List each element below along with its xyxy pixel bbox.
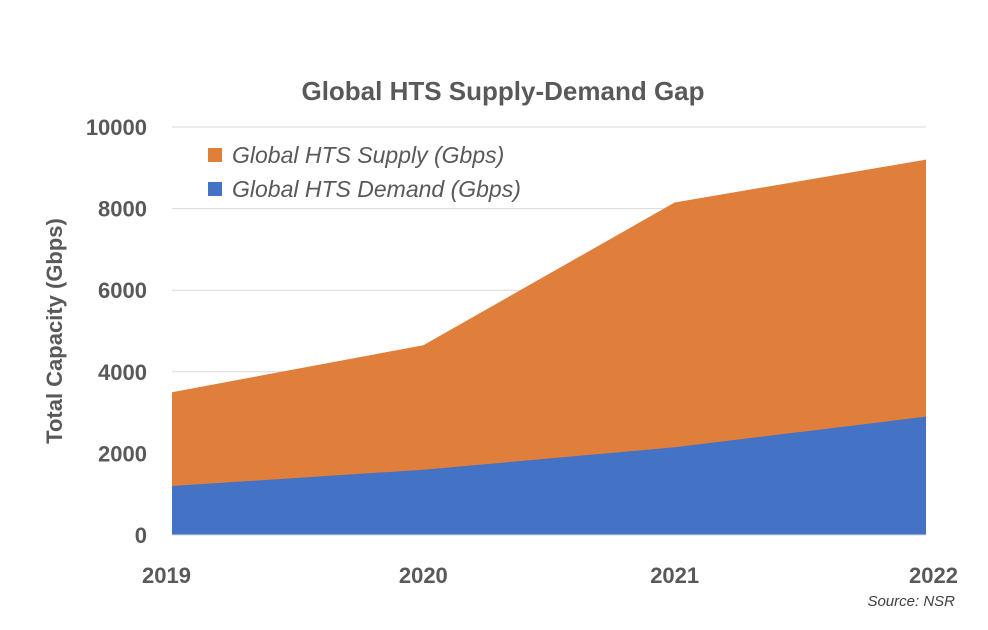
chart-title: Global HTS Supply-Demand Gap	[301, 76, 704, 106]
legend-swatch	[208, 182, 222, 196]
y-tick-label: 6000	[98, 278, 147, 303]
plot-areas	[172, 159, 926, 535]
y-tick-label: 2000	[98, 441, 147, 466]
legend-swatch	[208, 148, 222, 162]
y-tick-label: 10000	[86, 115, 147, 140]
y-tick-label: 0	[135, 523, 147, 548]
y-axis-label: Total Capacity (Gbps)	[42, 218, 67, 444]
x-tick-label: 2022	[909, 563, 958, 588]
legend: Global HTS Supply (Gbps) Global HTS Deman…	[208, 142, 521, 202]
source-annotation: Source: NSR	[867, 593, 955, 610]
y-tick-label: 4000	[98, 360, 147, 385]
axes: 0 2000 4000 6000 8000 10000 2019 2020 2021 2022	[86, 115, 958, 588]
x-tick-label: 2019	[142, 563, 191, 588]
legend-label: Global HTS Demand (Gbps)	[232, 176, 521, 202]
x-tick-label: 2020	[399, 563, 448, 588]
legend-label: Global HTS Supply (Gbps)	[232, 142, 504, 168]
y-tick-label: 8000	[98, 197, 147, 222]
series-area-demand	[172, 416, 926, 535]
x-tick-label: 2021	[650, 563, 699, 588]
